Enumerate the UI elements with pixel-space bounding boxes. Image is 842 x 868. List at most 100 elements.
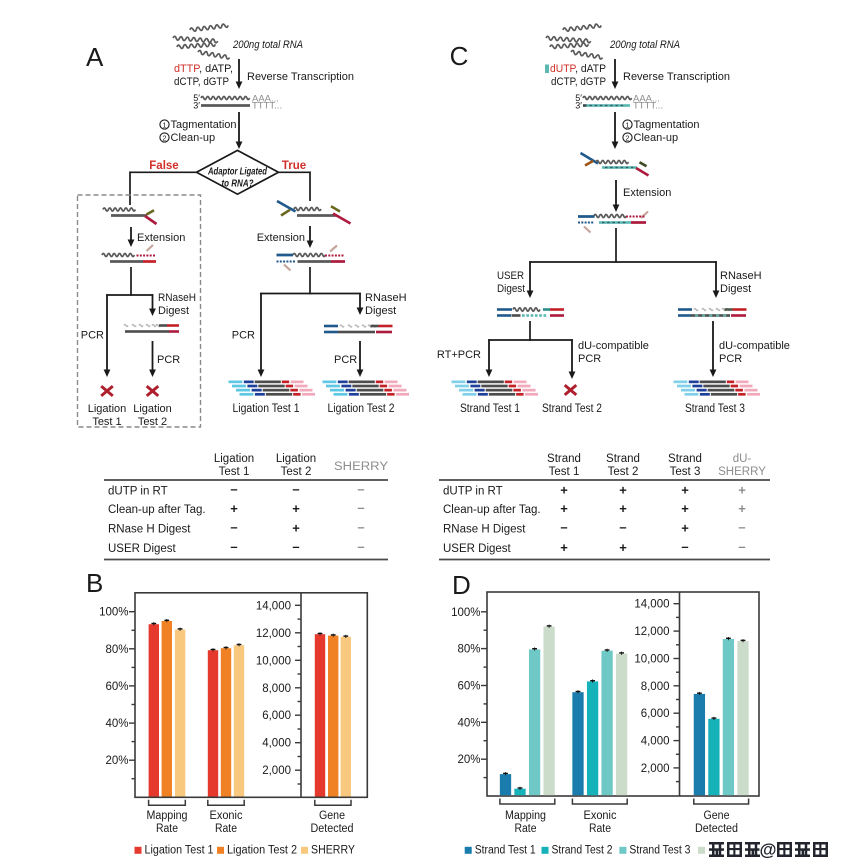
svg-text:+: +	[681, 521, 689, 536]
svg-text:Test 1: Test 1	[92, 416, 121, 428]
svg-text:D: D	[452, 570, 471, 600]
svg-text:5′: 5′	[193, 93, 200, 103]
svg-text:dU-compatible: dU-compatible	[578, 340, 649, 352]
svg-text:+: +	[292, 501, 300, 516]
svg-text:Gene: Gene	[704, 810, 730, 822]
svg-text:100%: 100%	[99, 607, 128, 619]
svg-text:Strand: Strand	[668, 453, 702, 465]
svg-text:Extension: Extension	[623, 187, 671, 199]
svg-text:PCR: PCR	[232, 330, 255, 342]
svg-text:Clean-up: Clean-up	[171, 132, 216, 144]
svg-text:dCTP, dGTP: dCTP, dGTP	[551, 76, 606, 88]
svg-text:Strand Test 3: Strand Test 3	[685, 403, 745, 415]
svg-text:100%: 100%	[451, 607, 480, 619]
svg-text:Detected: Detected	[311, 823, 354, 835]
svg-text:12,000: 12,000	[256, 628, 291, 640]
svg-text:6,000: 6,000	[262, 710, 291, 722]
svg-text:8,000: 8,000	[262, 683, 291, 695]
svg-text:2,000: 2,000	[262, 765, 291, 777]
svg-text:USER Digest: USER Digest	[443, 543, 512, 555]
svg-text:Strand Test 1: Strand Test 1	[475, 844, 536, 856]
svg-text:Digest: Digest	[720, 283, 751, 295]
svg-text:Rate: Rate	[215, 823, 237, 835]
svg-text:AAA...: AAA...	[633, 94, 660, 105]
svg-text:+: +	[681, 483, 689, 498]
svg-text:SHERRY: SHERRY	[334, 461, 388, 473]
svg-text:Rate: Rate	[515, 823, 537, 835]
svg-text:4,000: 4,000	[641, 736, 670, 748]
svg-text:–: –	[292, 482, 299, 497]
svg-text:Rate: Rate	[589, 823, 611, 835]
svg-text:Exonic: Exonic	[210, 810, 243, 822]
svg-text:RT+PCR: RT+PCR	[437, 349, 481, 361]
svg-text:Digest: Digest	[158, 305, 189, 317]
svg-text:40%: 40%	[105, 718, 128, 730]
svg-text:–: –	[230, 539, 237, 554]
svg-text:+: +	[738, 483, 746, 498]
svg-text:12,000: 12,000	[634, 626, 669, 638]
svg-text:dUTP in RT: dUTP in RT	[108, 486, 168, 498]
svg-text:3′: 3′	[575, 101, 582, 111]
svg-text:2: 2	[162, 133, 166, 142]
svg-text:B: B	[86, 568, 103, 598]
svg-text:dCTP, dGTP: dCTP, dGTP	[174, 76, 229, 88]
svg-text:Tagmentation: Tagmentation	[634, 119, 700, 131]
svg-text:+: +	[619, 483, 627, 498]
svg-text:Ligation Test 2: Ligation Test 2	[328, 403, 395, 415]
svg-text:Strand Test 1: Strand Test 1	[460, 403, 520, 415]
svg-text:Ligation: Ligation	[88, 403, 127, 415]
svg-text:8,000: 8,000	[641, 681, 670, 693]
svg-text:RNaseH: RNaseH	[365, 292, 407, 304]
svg-text:Digest: Digest	[497, 283, 525, 295]
svg-text:–: –	[357, 500, 364, 515]
svg-text:PCR: PCR	[81, 330, 104, 342]
svg-text:RNaseH: RNaseH	[158, 292, 196, 304]
svg-text:Extension: Extension	[137, 232, 185, 244]
svg-text:Mapping: Mapping	[147, 810, 188, 822]
svg-text:Test 2: Test 2	[281, 466, 312, 478]
svg-text:+: +	[738, 501, 746, 516]
svg-text:200ng total RNA: 200ng total RNA	[232, 39, 303, 51]
svg-text:RNase H Digest: RNase H Digest	[108, 524, 191, 536]
svg-text:to RNA?: to RNA?	[222, 178, 254, 189]
svg-text:USER: USER	[497, 270, 524, 282]
svg-text:dTTP, dATP,: dTTP, dATP,	[174, 63, 233, 75]
svg-text:True: True	[282, 160, 306, 172]
svg-text:Rate: Rate	[156, 823, 178, 835]
svg-text:dU-compatible: dU-compatible	[719, 340, 790, 352]
svg-text:+: +	[230, 501, 238, 516]
svg-text:TTTT...: TTTT...	[633, 101, 663, 112]
svg-text:False: False	[149, 160, 178, 172]
svg-text:+: +	[619, 501, 627, 516]
svg-text:14,000: 14,000	[634, 599, 669, 611]
svg-text:Strand Test 2: Strand Test 2	[552, 844, 613, 856]
svg-text:5′: 5′	[575, 93, 582, 103]
svg-text:+: +	[560, 501, 568, 516]
svg-text:Test 2: Test 2	[138, 416, 167, 428]
svg-text:6,000: 6,000	[641, 708, 670, 720]
svg-text:+: +	[560, 483, 568, 498]
svg-text:PCR: PCR	[719, 353, 742, 365]
svg-text:1: 1	[625, 120, 629, 129]
svg-text:40%: 40%	[457, 717, 480, 729]
svg-text:SHERRY: SHERRY	[718, 466, 766, 478]
svg-text:TTTT...: TTTT...	[252, 101, 282, 112]
svg-text:3′: 3′	[193, 101, 200, 111]
svg-text:SHERRY: SHERRY	[311, 844, 355, 856]
svg-text:4,000: 4,000	[262, 738, 291, 750]
svg-text:+: +	[292, 521, 300, 536]
svg-text:–: –	[619, 520, 626, 535]
svg-text:Mapping: Mapping	[505, 810, 546, 822]
svg-text:Test 1: Test 1	[219, 466, 250, 478]
svg-text:Tagmentation: Tagmentation	[171, 119, 237, 131]
svg-text:–: –	[738, 520, 745, 535]
svg-text:Ligation: Ligation	[276, 453, 316, 465]
svg-text:–: –	[681, 539, 688, 554]
svg-text:–: –	[357, 520, 364, 535]
svg-text:Strand Test 2: Strand Test 2	[542, 403, 602, 415]
svg-text:–: –	[357, 482, 364, 497]
svg-text:Clean-up after Tag.: Clean-up after Tag.	[443, 504, 541, 516]
svg-text:Test 3: Test 3	[670, 466, 701, 478]
svg-text:PCR: PCR	[157, 354, 180, 366]
svg-text:Strand: Strand	[547, 453, 581, 465]
